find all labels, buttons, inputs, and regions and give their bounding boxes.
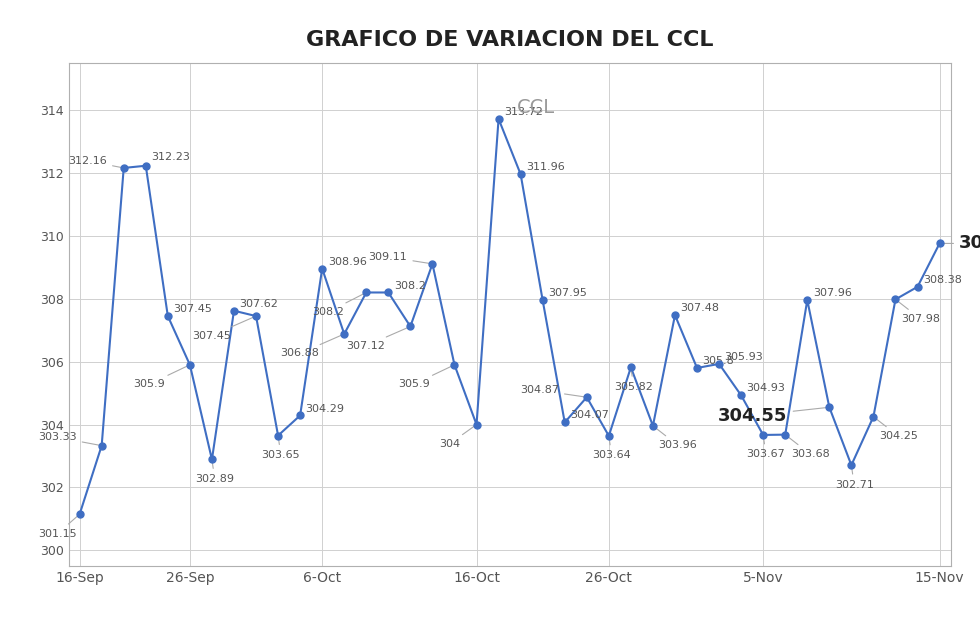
Text: 307.95: 307.95 bbox=[548, 289, 587, 298]
Text: 307.62: 307.62 bbox=[239, 299, 278, 309]
Text: 307.98: 307.98 bbox=[898, 301, 940, 324]
Text: 303.68: 303.68 bbox=[787, 437, 829, 459]
Text: 311.96: 311.96 bbox=[526, 162, 564, 172]
Text: 307.45: 307.45 bbox=[173, 304, 213, 314]
Text: 303.64: 303.64 bbox=[592, 438, 631, 460]
Text: 313.72: 313.72 bbox=[504, 107, 543, 117]
Text: 308.96: 308.96 bbox=[327, 257, 367, 267]
Text: 305.9: 305.9 bbox=[398, 366, 452, 389]
Text: 307.12: 307.12 bbox=[347, 328, 408, 351]
Text: 305.93: 305.93 bbox=[724, 352, 763, 362]
Text: 308.38: 308.38 bbox=[923, 275, 962, 285]
Text: 306.88: 306.88 bbox=[280, 335, 342, 359]
Text: 302.71: 302.71 bbox=[835, 468, 873, 489]
Text: 304.29: 304.29 bbox=[306, 404, 345, 413]
Title: GRAFICO DE VARIACION DEL CCL: GRAFICO DE VARIACION DEL CCL bbox=[306, 30, 713, 50]
Text: 305.8: 305.8 bbox=[703, 356, 734, 366]
Text: 309.11: 309.11 bbox=[368, 252, 429, 264]
Text: 305.9: 305.9 bbox=[133, 366, 187, 389]
Text: 303.67: 303.67 bbox=[747, 438, 785, 459]
Text: 312.23: 312.23 bbox=[151, 152, 190, 162]
Text: 307.45: 307.45 bbox=[192, 317, 254, 340]
Text: 305.82: 305.82 bbox=[614, 370, 653, 392]
Text: 307.48: 307.48 bbox=[680, 303, 719, 313]
Text: CCL: CCL bbox=[517, 98, 555, 117]
Text: 309.76: 309.76 bbox=[943, 235, 980, 252]
Text: 302.89: 302.89 bbox=[195, 462, 234, 484]
Text: 301.15: 301.15 bbox=[38, 516, 77, 538]
Text: 307.96: 307.96 bbox=[812, 288, 852, 298]
Text: 304.25: 304.25 bbox=[875, 418, 918, 441]
Text: 304.93: 304.93 bbox=[747, 384, 786, 393]
Text: 304.55: 304.55 bbox=[718, 406, 826, 425]
Text: 312.16: 312.16 bbox=[69, 156, 121, 167]
Text: 303.96: 303.96 bbox=[655, 428, 697, 450]
Text: 304: 304 bbox=[439, 426, 474, 449]
Text: 304.87: 304.87 bbox=[520, 386, 584, 397]
Text: 303.65: 303.65 bbox=[262, 438, 300, 460]
Text: 308.2: 308.2 bbox=[394, 281, 425, 291]
Text: 303.33: 303.33 bbox=[38, 432, 99, 445]
Text: 308.2: 308.2 bbox=[313, 294, 364, 317]
Text: 304.07: 304.07 bbox=[570, 411, 610, 420]
